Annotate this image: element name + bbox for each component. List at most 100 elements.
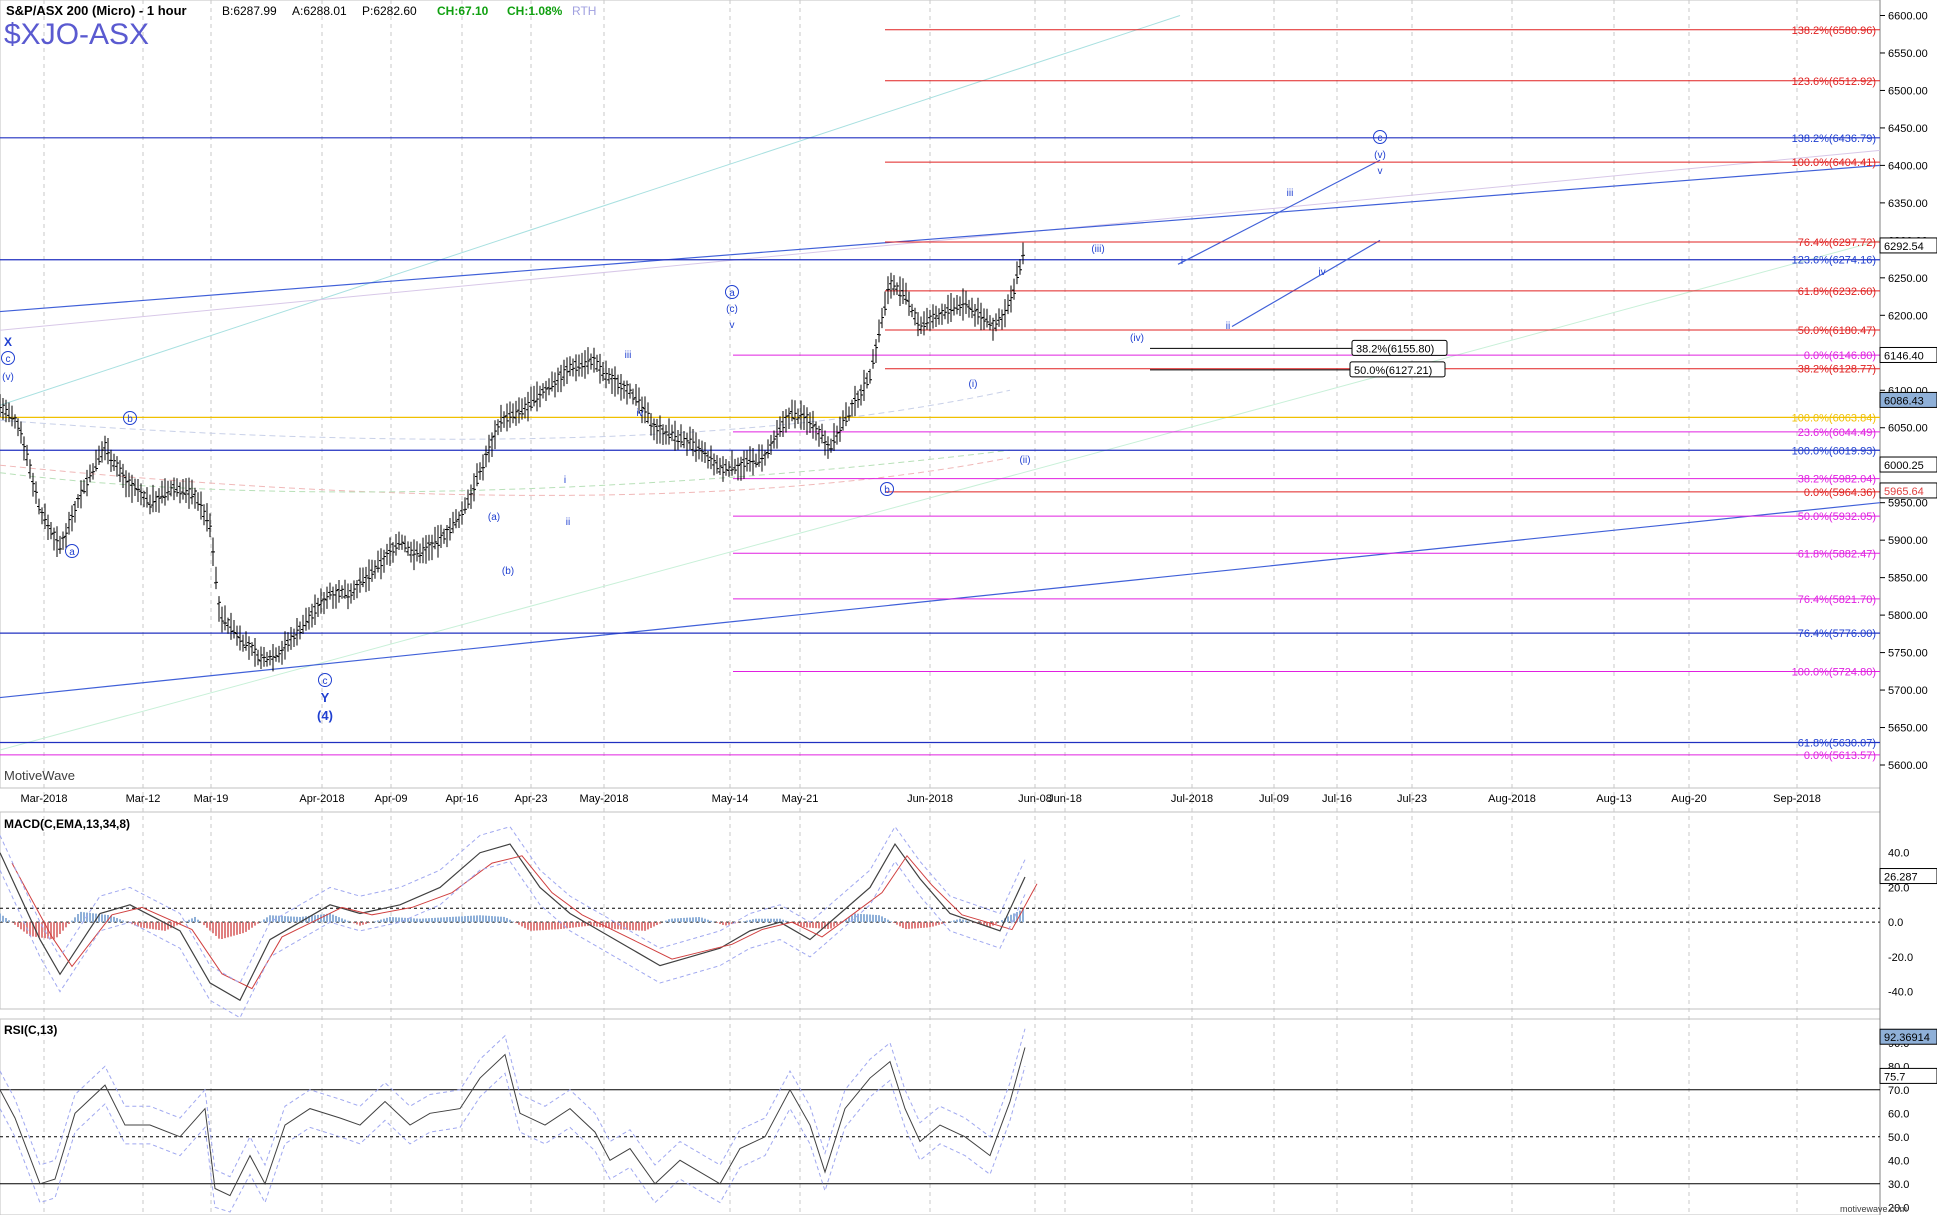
price-bar — [832, 423, 836, 451]
price-bar — [274, 647, 278, 662]
price-bar — [364, 566, 368, 593]
rsi-panel — [0, 1018, 1881, 1215]
price-bar — [826, 436, 830, 459]
y-tick-label: 6400.00 — [1888, 160, 1928, 172]
price-bar — [142, 490, 146, 508]
y-tick-label: 5750.00 — [1888, 648, 1928, 660]
price-bar — [139, 483, 143, 506]
wave-label: a — [69, 547, 75, 558]
wave-label: (4) — [317, 708, 333, 723]
macd-tick-label: 0.0 — [1888, 917, 1903, 929]
price-bar — [394, 534, 398, 556]
price-bar — [778, 416, 782, 437]
price-bar — [676, 429, 680, 450]
price-bar — [1009, 285, 1013, 313]
price-bar — [370, 559, 374, 582]
price-bar — [946, 294, 950, 324]
price-bar — [184, 478, 188, 503]
price-bar — [649, 413, 653, 436]
y-tick-label: 5800.00 — [1888, 610, 1928, 622]
price-bar — [349, 583, 353, 604]
rsi-band-lower — [0, 1066, 1026, 1213]
wave-label: ii — [1226, 321, 1230, 332]
wave-label: ii — [566, 517, 570, 528]
rsi-tick-label: 70.0 — [1888, 1085, 1909, 1097]
fib-level-label: 61.8%(5630.07) — [1798, 737, 1876, 749]
price-bar — [37, 498, 41, 515]
price-bar — [883, 291, 887, 316]
watermark: MotiveWave — [4, 768, 75, 783]
wave-label: (ii) — [1019, 455, 1030, 466]
price-value: P:6282.60 — [362, 4, 417, 18]
price-bar — [562, 359, 566, 387]
price-bar — [673, 420, 677, 451]
price-bar — [814, 421, 818, 441]
price-bar — [859, 384, 863, 406]
price-bar — [412, 539, 416, 571]
price-bar — [574, 354, 578, 382]
price-bar — [448, 517, 452, 541]
price-bar — [445, 525, 449, 548]
price-bar — [610, 368, 614, 395]
fib-level-label: 38.2%(5982.04) — [1798, 474, 1876, 486]
wave-channel-line — [1177, 159, 1381, 265]
price-bar — [745, 450, 749, 472]
price-bar — [115, 456, 119, 477]
price-bar — [190, 479, 194, 505]
price-bar — [247, 636, 251, 660]
price-bar — [409, 541, 413, 563]
fib-level-label: 38.2%(6128.77) — [1798, 364, 1876, 376]
price-bar — [475, 463, 479, 487]
y-tick-label: 6250.00 — [1888, 273, 1928, 285]
y-tick-label: 6350.00 — [1888, 198, 1928, 210]
price-bar — [892, 275, 896, 296]
price-bar — [547, 378, 551, 396]
price-bar — [226, 617, 230, 634]
wave-circle — [1373, 130, 1387, 144]
rsi-layer: 90.080.070.060.050.040.030.020.092.36914… — [0, 1028, 1937, 1214]
price-bar — [277, 645, 281, 663]
wave-label: (i) — [969, 379, 978, 390]
x-tick-label: Apr-2018 — [299, 793, 344, 805]
price-bar — [628, 383, 632, 399]
macd-title: MACD(C,EMA,13,34,8) — [4, 817, 130, 831]
price-bar — [877, 319, 881, 343]
price-bar — [616, 374, 620, 395]
fib-level-label: 100.0%(6404.41) — [1792, 157, 1876, 169]
price-bar — [526, 391, 530, 422]
y-tick-label: 6450.00 — [1888, 123, 1928, 135]
price-bar — [94, 449, 98, 472]
price-bar — [739, 456, 743, 481]
price-bar — [58, 535, 62, 554]
price-bar — [589, 353, 593, 370]
price-bar — [118, 460, 122, 483]
price-bar — [220, 606, 224, 633]
change-pct-value: CH:1.08% — [507, 4, 563, 18]
macd-tick-label: -40.0 — [1888, 987, 1913, 999]
price-bar — [496, 419, 500, 436]
price-bar — [451, 511, 455, 534]
price-bar — [517, 397, 521, 424]
price-bar — [721, 456, 725, 482]
price-bar — [514, 400, 518, 426]
price-bar — [436, 525, 440, 558]
price-bar — [337, 579, 341, 603]
price-bar — [622, 380, 626, 399]
price-bar — [940, 303, 944, 325]
price-bar — [643, 396, 647, 424]
price-bar — [895, 282, 899, 295]
wave-label: b — [884, 485, 890, 496]
rsi-title: RSI(C,13) — [4, 1023, 57, 1037]
y-tick-label: 6500.00 — [1888, 85, 1928, 97]
fib-level-label: 50.0%(6180.47) — [1798, 325, 1876, 337]
wave-label: v — [1378, 166, 1383, 177]
price-bar — [823, 430, 827, 456]
price-bar — [163, 478, 167, 506]
price-bar — [1021, 242, 1025, 265]
fib-level-label: 76.4%(5821.70) — [1798, 594, 1876, 606]
price-bar — [544, 380, 548, 402]
fib-level-label: 138.2%(6580.96) — [1792, 25, 1876, 37]
price-bar — [850, 399, 854, 417]
price-bar — [631, 388, 635, 405]
price-bar — [736, 457, 740, 481]
